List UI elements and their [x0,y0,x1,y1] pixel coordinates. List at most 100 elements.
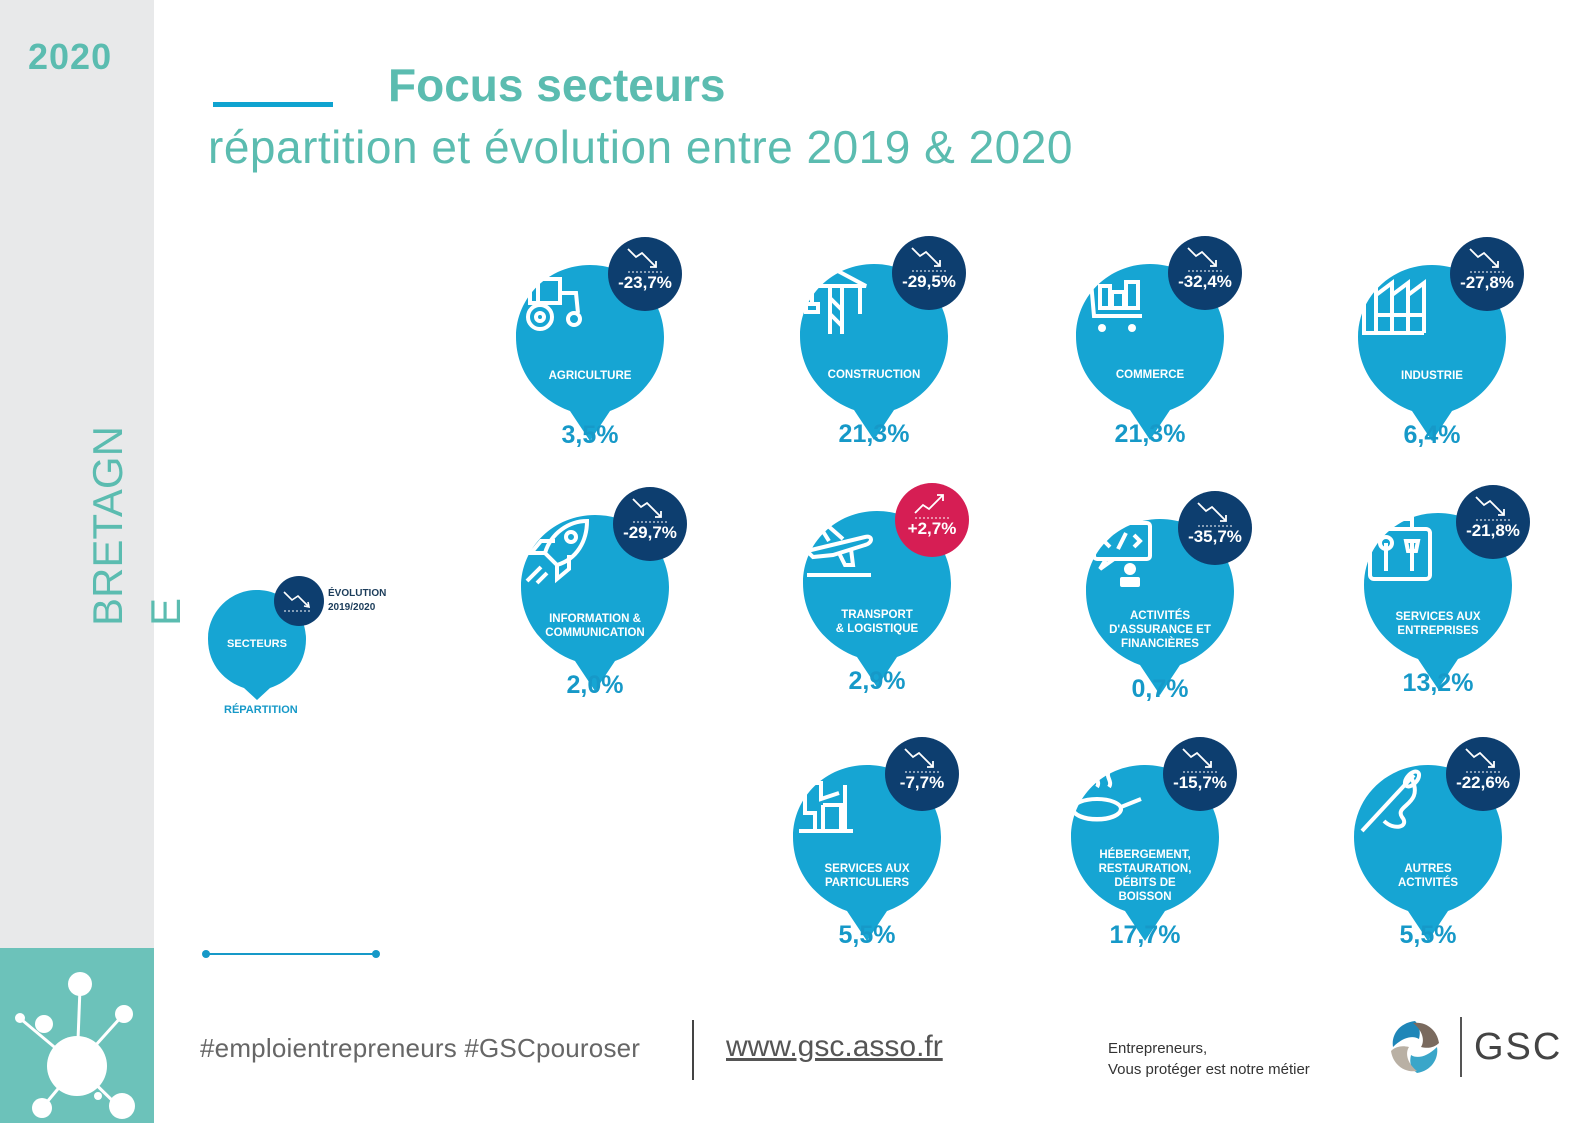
toolbox-icon [1368,517,1432,581]
trend-down-icon [1469,248,1504,273]
legend: SECTEURS ÉVOLUTION 2019/2020 RÉPARTITION [208,570,428,740]
share-value: 3,5% [561,421,619,449]
evolution-value: -23,7% [618,273,672,292]
evolution-badge: -29,5% [892,236,966,310]
sector-bubble: SERVICES AUX ENTREPRISES [1364,513,1512,689]
share-value: 2,9% [848,667,906,695]
sector-bubble: HÉBERGEMENT, RESTAURATION, DÉBITS DE BOISSO… [1071,765,1219,941]
sector-label-line: HÉBERGEMENT, [1099,849,1191,861]
trend-down-icon [1197,502,1232,527]
sector-card-assurance: ACTIVITÉS D'ASSURANCE ET FINANCIÈRES -35,7%… [1086,491,1286,711]
year-label: 2020 [28,36,113,77]
footer-website-link[interactable]: www.gsc.asso.fr [726,1030,943,1063]
sector-label-line: INDUSTRIE [1401,370,1463,382]
legend-evolution-label: ÉVOLUTION 2019/2020 [328,587,386,615]
legend-evolution-line-2: 2019/2020 [328,602,376,613]
sector-card-agriculture: AGRICULTURE -23,7% 3,5% [516,237,716,457]
sector-label-line: CONSTRUCTION [827,369,921,381]
sector-label-line: COMMUNICATION [545,627,645,639]
sector-label: AGRICULTURE [516,369,664,383]
sector-label: SERVICES AUX ENTREPRISES [1364,610,1512,638]
sector-label-line: TRANSPORT [841,609,913,621]
sector-card-construction: CONSTRUCTION -29,5% 21,3% [800,236,1000,456]
sector-card-services-entreprises: SERVICES AUX ENTREPRISES -21,8% 13,2% [1364,485,1564,705]
trend-down-icon [632,498,667,523]
share-value: 17,7% [1109,921,1181,949]
evolution-badge: -27,8% [1450,237,1524,311]
sector-label: COMMERCE [1076,368,1224,382]
title-accent-line [213,102,333,107]
sector-label: ACTIVITÉS D'ASSURANCE ET FINANCIÈRES [1086,609,1234,651]
sidebar: 2020 BRETAGN E [0,0,189,948]
evolution-value: -22,6% [1456,773,1510,792]
trend-down-icon [1465,748,1500,773]
sector-label-line: D'ASSURANCE ET [1109,624,1211,636]
region-label: BRETAGN E [40,400,189,640]
footer-motto-line-2: Vous protéger est notre métier [1108,1061,1310,1078]
sector-card-autres: AUTRES ACTIVITÉS -22,6% 5,5% [1354,737,1554,957]
evolution-badge: -21,8% [1456,485,1530,559]
sector-bubble: AGRICULTURE [516,265,664,441]
share-value: 0,7% [1131,675,1189,703]
decorative-dot-line [202,950,380,958]
sector-label-line: RESTAURATION, [1098,863,1192,875]
sector-label: CONSTRUCTION [800,368,948,382]
evolution-badge: -22,6% [1446,737,1520,811]
sector-label-line: ENTREPRISES [1397,625,1479,637]
evolution-badge: -15,7% [1163,737,1237,811]
factory-icon [1362,269,1426,335]
evolution-badge: +2,7% [895,483,969,557]
pan-icon [1071,769,1142,822]
share-value: 5,5% [1399,921,1457,949]
sector-label-line: PARTICULIERS [824,877,910,889]
sector-label-line: INFORMATION & [549,613,641,625]
crane-icon [804,267,867,334]
rocket-icon [525,518,590,585]
sector-label-line: SERVICES AUX [1395,611,1481,623]
code-screen-icon [1092,521,1152,587]
trend-down-icon [1187,247,1222,272]
caregiver-icon [799,765,853,833]
sector-card-hebergement: HÉBERGEMENT, RESTAURATION, DÉBITS DE BOISSO… [1071,737,1271,957]
sector-bubble: CONSTRUCTION [800,264,948,440]
evolution-value: -32,4% [1178,272,1232,291]
sector-label-line: DÉBITS DE [1114,877,1176,889]
trend-down-icon [627,248,662,273]
gsc-logo-icon [1391,1021,1439,1073]
sector-bubble: ACTIVITÉS D'ASSURANCE ET FINANCIÈRES [1086,519,1234,695]
evolution-value: -7,7% [899,773,945,792]
share-value: 5,5% [838,921,896,949]
page-title: Focus secteurs [388,59,726,111]
sector-label-line: SERVICES AUX [824,863,910,875]
sector-label-line: AGRICULTURE [548,370,632,382]
sector-card-services-particuliers: SERVICES AUX PARTICULIERS -7,7% 5,5% [793,737,993,957]
evolution-badge: -35,7% [1178,491,1252,565]
gsc-divider [1460,1017,1462,1077]
trend-down-icon [911,247,946,272]
evolution-value: -35,7% [1188,527,1242,546]
evolution-value: -29,7% [623,523,677,542]
legend-badge [274,576,324,626]
footer-motto: Entrepreneurs, Vous protéger est notre m… [1108,1038,1310,1080]
sector-bubble: INDUSTRIE [1358,265,1506,441]
sector-bubble: INFORMATION & COMMUNICATION [521,515,669,691]
legend-sectors-label: SECTEURS [227,638,287,650]
network-icon [15,972,135,1119]
needle-icon [1360,769,1422,833]
sector-card-commerce: COMMERCE -32,4% 21,3% [1076,236,1276,456]
evolution-badge: -7,7% [885,737,959,811]
share-value: 2,0% [566,671,624,699]
share-value: 21,3% [838,420,910,448]
sector-label: HÉBERGEMENT, RESTAURATION, DÉBITS DE BOISSO… [1071,848,1219,904]
sector-label: AUTRES ACTIVITÉS [1354,862,1502,890]
trend-down-icon [283,591,312,612]
sector-label-line: COMMERCE [1115,369,1185,381]
evolution-badge: -32,4% [1168,236,1242,310]
sector-label-line: ACTIVITÉS [1129,610,1191,622]
sector-card-transport: TRANSPORT & LOGISTIQUE +2,7% 2,9% [803,483,1003,703]
sector-label-line: & LOGISTIQUE [835,623,919,635]
sector-card-industrie: INDUSTRIE -27,8% 6,4% [1358,237,1558,457]
gsc-brand: GSC [1474,1026,1563,1068]
trend-down-icon [1182,748,1217,773]
evolution-value: -29,5% [902,272,956,291]
